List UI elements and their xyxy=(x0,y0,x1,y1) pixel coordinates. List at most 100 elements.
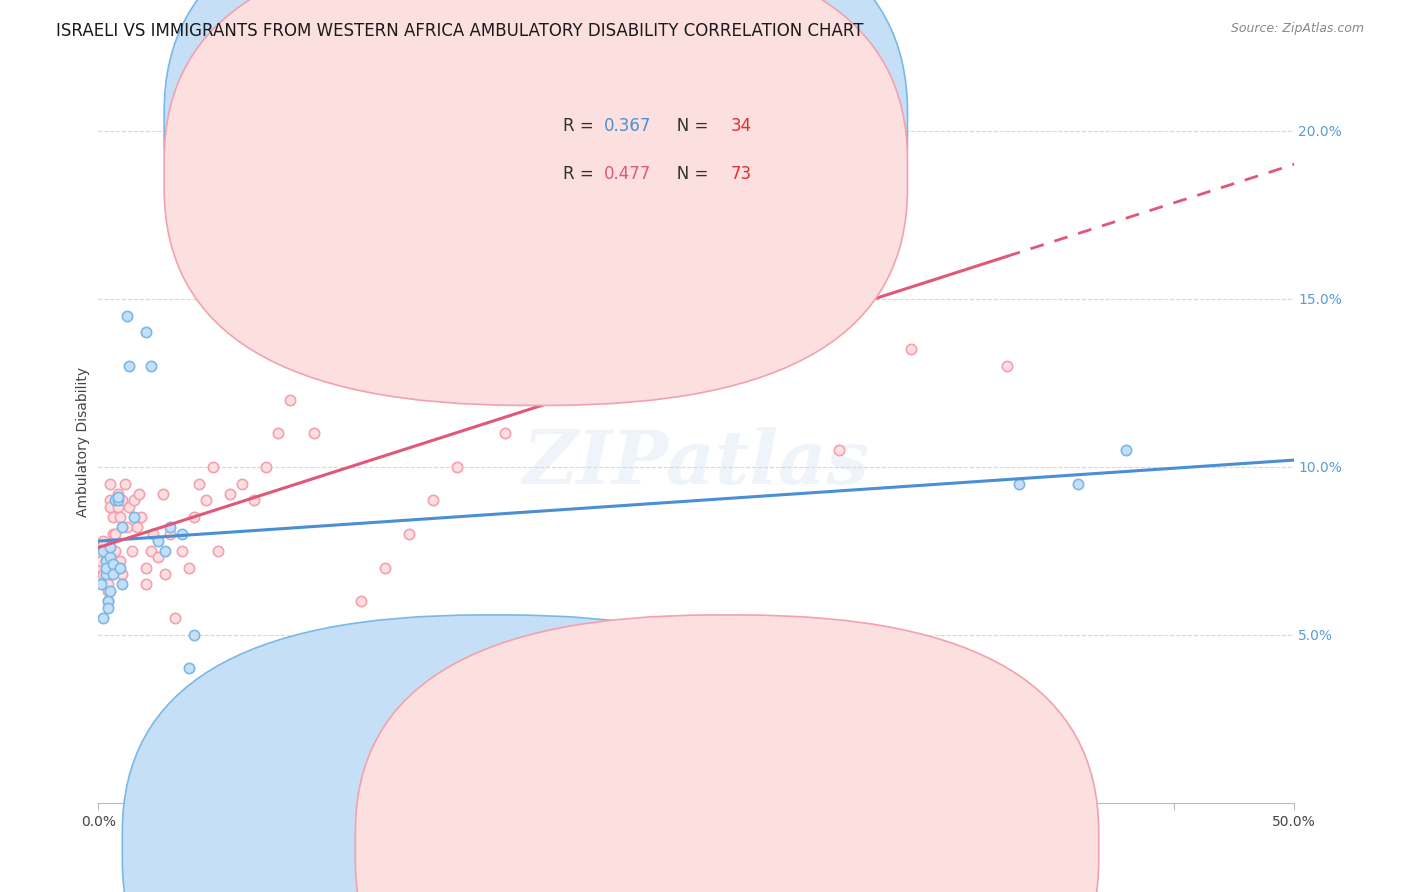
Point xyxy=(108,560,131,574)
Y-axis label: Ambulatory Disability: Ambulatory Disability xyxy=(76,367,90,516)
Point xyxy=(350,594,373,608)
FancyBboxPatch shape xyxy=(165,0,907,358)
Point xyxy=(243,493,266,508)
Point xyxy=(155,567,177,582)
Point xyxy=(111,520,134,534)
Point xyxy=(1067,476,1090,491)
Point xyxy=(187,476,209,491)
Point xyxy=(121,543,143,558)
Point xyxy=(231,476,253,491)
Point xyxy=(159,527,181,541)
Point xyxy=(115,309,138,323)
Point xyxy=(494,426,516,441)
Point xyxy=(98,493,122,508)
Point xyxy=(422,493,444,508)
Point xyxy=(207,543,229,558)
Point xyxy=(1115,442,1137,457)
Point xyxy=(94,554,117,568)
Point xyxy=(111,493,134,508)
Point xyxy=(131,510,153,524)
Point xyxy=(91,577,114,591)
Point xyxy=(398,527,420,541)
Point xyxy=(637,292,659,306)
Point xyxy=(91,611,114,625)
Point xyxy=(97,600,120,615)
Point xyxy=(155,543,177,558)
Text: R =: R = xyxy=(564,117,599,136)
Point xyxy=(90,554,112,568)
Text: R =: R = xyxy=(564,165,599,183)
Point xyxy=(172,543,194,558)
Point xyxy=(589,258,612,272)
FancyBboxPatch shape xyxy=(356,615,1098,892)
Point xyxy=(152,486,174,500)
Point xyxy=(98,584,122,599)
Point xyxy=(163,611,186,625)
Point xyxy=(98,554,122,568)
Text: Israelis: Israelis xyxy=(519,838,574,854)
Point xyxy=(91,567,114,582)
Point xyxy=(108,554,131,568)
Text: N =: N = xyxy=(661,117,714,136)
Point xyxy=(98,541,122,555)
Point xyxy=(101,510,124,524)
Point xyxy=(94,560,117,574)
Point xyxy=(733,309,755,323)
Text: N =: N = xyxy=(661,165,714,183)
Point xyxy=(374,560,396,574)
Point xyxy=(995,359,1018,373)
Point xyxy=(94,554,117,568)
Point xyxy=(98,476,122,491)
Text: 0.477: 0.477 xyxy=(605,165,651,183)
Point xyxy=(98,550,122,565)
Point xyxy=(97,584,120,599)
Point xyxy=(114,476,136,491)
Point xyxy=(446,459,468,474)
Text: Immigrants from Western Africa: Immigrants from Western Africa xyxy=(752,838,997,854)
Point xyxy=(104,493,127,508)
Point xyxy=(219,486,242,500)
Text: 0.367: 0.367 xyxy=(605,117,651,136)
Point xyxy=(97,577,120,591)
Point xyxy=(278,392,301,407)
Text: 73: 73 xyxy=(731,165,752,183)
Point xyxy=(142,527,165,541)
Point xyxy=(135,577,157,591)
Point xyxy=(104,527,127,541)
FancyBboxPatch shape xyxy=(165,0,907,405)
Point xyxy=(135,560,157,574)
Point xyxy=(124,493,146,508)
Point xyxy=(148,550,170,565)
Point xyxy=(97,594,120,608)
Point xyxy=(111,577,134,591)
Point xyxy=(107,500,129,514)
Point xyxy=(94,564,117,578)
Point xyxy=(267,426,290,441)
Point xyxy=(302,426,325,441)
Point xyxy=(101,567,124,582)
Text: Source: ZipAtlas.com: Source: ZipAtlas.com xyxy=(1230,22,1364,36)
Point xyxy=(118,359,141,373)
Point xyxy=(1008,476,1031,491)
Point xyxy=(111,567,134,582)
Text: ZIPatlas: ZIPatlas xyxy=(523,427,869,500)
Point xyxy=(179,560,201,574)
Point xyxy=(685,225,707,239)
Point xyxy=(183,628,205,642)
Point xyxy=(104,543,127,558)
Point xyxy=(148,533,170,548)
Point xyxy=(128,486,150,500)
Point xyxy=(183,510,205,524)
Point xyxy=(115,520,138,534)
Point xyxy=(107,493,129,508)
Point xyxy=(118,500,141,514)
Point xyxy=(97,594,120,608)
Point xyxy=(187,678,209,692)
Point xyxy=(94,567,117,582)
Point xyxy=(135,326,157,340)
Point xyxy=(179,661,201,675)
Point xyxy=(172,527,194,541)
Point xyxy=(254,459,277,474)
Point xyxy=(159,520,181,534)
Point xyxy=(91,533,114,548)
